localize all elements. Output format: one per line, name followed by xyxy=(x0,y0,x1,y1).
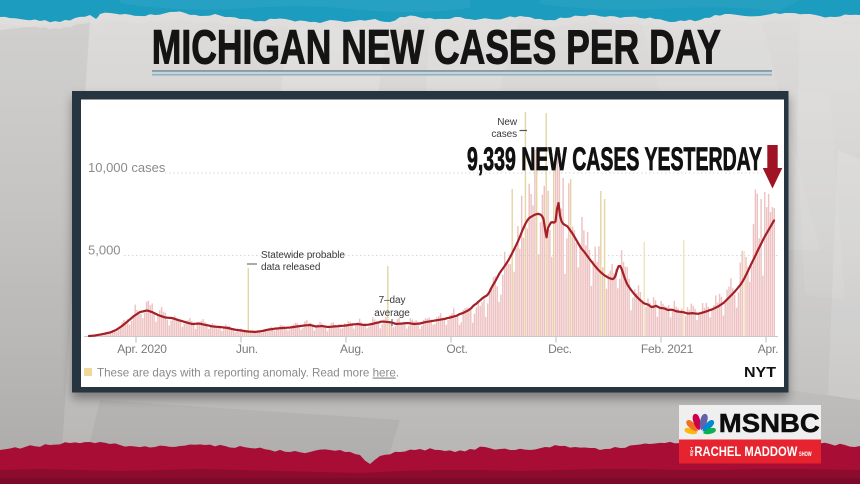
svg-text:Oct.: Oct. xyxy=(446,342,467,356)
svg-text:NYT: NYT xyxy=(744,365,776,381)
svg-text:cases: cases xyxy=(491,129,517,140)
svg-text:MICHIGAN NEW CASES PER DAY: MICHIGAN NEW CASES PER DAY xyxy=(152,21,721,74)
svg-text:T: T xyxy=(690,446,693,451)
svg-text:MSNBC: MSNBC xyxy=(719,408,820,438)
svg-text:Jun.: Jun. xyxy=(236,342,258,356)
svg-text:average: average xyxy=(374,308,410,319)
svg-text:Apr. 2020: Apr. 2020 xyxy=(117,342,167,356)
svg-text:H: H xyxy=(690,449,693,454)
svg-text:Statewide probable: Statewide probable xyxy=(261,250,345,261)
svg-text:RACHEL MADDOW: RACHEL MADDOW xyxy=(694,443,798,459)
svg-text:E: E xyxy=(690,452,693,457)
svg-text:New: New xyxy=(497,117,518,128)
svg-text:SHOW: SHOW xyxy=(799,451,812,458)
svg-text:Apr.: Apr. xyxy=(758,342,779,356)
svg-text:Dec.: Dec. xyxy=(548,342,572,356)
svg-text:10,000 cases: 10,000 cases xyxy=(88,160,166,175)
svg-text:Aug.: Aug. xyxy=(340,342,364,356)
svg-text:Feb. 2021: Feb. 2021 xyxy=(641,342,694,356)
svg-text:data released: data released xyxy=(261,262,320,273)
svg-text:7–day: 7–day xyxy=(379,295,406,306)
svg-text:These are days with a reportin: These are days with a reporting anomaly.… xyxy=(97,367,399,380)
svg-text:9,339 NEW CASES YESTERDAY: 9,339 NEW CASES YESTERDAY xyxy=(467,141,762,177)
svg-text:5,000: 5,000 xyxy=(88,243,121,258)
